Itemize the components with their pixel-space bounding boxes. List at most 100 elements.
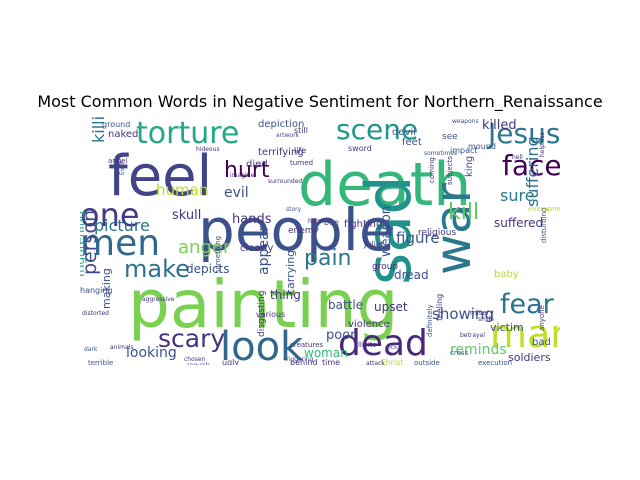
word-looking: looking [126, 345, 177, 361]
word-jesus: Jesus [486, 117, 560, 150]
word-devil: devil [392, 127, 416, 138]
word-mound: mound [468, 142, 496, 151]
word-story: story [286, 206, 302, 213]
word-dead: dead [338, 323, 428, 364]
word-picture: picture [94, 216, 150, 235]
word-something: something [214, 236, 222, 273]
word-torture: torture [136, 116, 239, 151]
word-sword: sword [348, 144, 372, 153]
word-group: group [372, 262, 398, 272]
word-hands: hands [232, 212, 272, 227]
word-harmful: harmful [308, 218, 332, 225]
word-coming: coming [428, 157, 436, 183]
word-fighting: fighting [344, 219, 382, 230]
word-dark: dark [84, 346, 98, 353]
word-hell: hell [512, 154, 523, 161]
word-time: time [322, 358, 340, 365]
word-look: look [220, 324, 304, 365]
word-impact: impact [450, 146, 478, 155]
word-one: one [80, 196, 140, 234]
word-subjects: subjects [446, 156, 454, 185]
word-make: make [124, 255, 190, 283]
word-suffering: suffering [523, 136, 542, 207]
word-killed: killed [482, 118, 517, 133]
word-disgusting: disgusting [257, 291, 267, 337]
word-creatures: creatures [290, 341, 323, 349]
word-woman: woman [304, 346, 348, 360]
word-naked: naked [108, 129, 138, 140]
word-killing: killing [89, 115, 108, 143]
word-pain: pain [304, 246, 352, 271]
word-chosen: chosen [184, 356, 206, 363]
word-fear: fear [500, 289, 555, 320]
word-painting: painting [128, 266, 398, 343]
word-execution: execution [478, 359, 512, 365]
word-anyone: anyone [538, 305, 546, 331]
word-people: people [198, 196, 395, 264]
word-hideous: hideous [196, 146, 220, 153]
word-upset: upset [374, 300, 408, 314]
word-outside: outside [414, 359, 440, 365]
word-scary: scary [158, 324, 225, 353]
word-see: see [442, 132, 458, 142]
word-clearly: clearly [240, 243, 273, 254]
word-feet: feet [402, 137, 422, 148]
word-surrounded: surrounded [268, 178, 302, 185]
word-enemy: enemy [288, 226, 320, 236]
word-sick: sick [386, 344, 398, 351]
word-juliet: Juliet [363, 240, 384, 249]
word-king: king [464, 156, 475, 177]
word-thing: thing [270, 288, 301, 302]
word-evil: evil [224, 185, 249, 201]
word-helpless: helpless [539, 132, 546, 157]
word-soldiers: soldiers [508, 351, 551, 364]
word-violence: violence [348, 319, 390, 330]
word-even: Even [119, 160, 126, 175]
word-feel: feel [108, 144, 212, 209]
word-person: person [80, 210, 101, 275]
word-appear: appear [256, 225, 272, 275]
word-animals: animals [110, 344, 133, 351]
word-scene: scene [336, 115, 418, 146]
word-died: died [246, 159, 268, 170]
word-showing: showing [432, 305, 494, 323]
word-making: making [100, 268, 113, 309]
word-terrifying: terrifying [258, 147, 304, 158]
word-carrying: carrying [284, 250, 297, 295]
word-triggering: triggering [284, 356, 314, 363]
word-religious: religious [418, 228, 456, 238]
word-betrayal: betrayal [460, 332, 485, 339]
word-suffered: suffered [494, 216, 543, 230]
word-aggressive: aggressive [142, 296, 175, 303]
word-war: war [424, 182, 482, 275]
word-death: death [298, 150, 471, 220]
word-dread: dread [394, 268, 429, 282]
word-terrible: terrible [88, 359, 113, 365]
word-anger: anger [178, 237, 231, 258]
word-sometimes: sometimes [424, 150, 457, 157]
word-bee: bee [324, 218, 339, 227]
word-skull: skull [172, 208, 201, 223]
word-behind: behind [290, 358, 317, 365]
word-weapon: weapon [379, 206, 394, 257]
word-ugly: ugly [222, 358, 239, 365]
word-hurt: hurt [224, 158, 270, 183]
word-hanging: hanging [80, 286, 113, 295]
word-men: men [80, 223, 160, 264]
word-anguish: anguish [186, 362, 210, 365]
word-illicits: illicits [356, 341, 376, 349]
word-attack: attack [366, 360, 385, 365]
word-distorted: distorted [82, 310, 109, 317]
word-misery: misery [470, 309, 494, 317]
word-various: various [256, 310, 285, 319]
word-ground: ground [102, 120, 130, 129]
word-kill: kill [448, 200, 479, 225]
word-poor: poor [326, 328, 356, 343]
word-cross: cross [450, 349, 469, 357]
word-battle: battle [328, 298, 363, 312]
word-depiction: depiction [258, 119, 304, 130]
word-life: life [294, 146, 306, 155]
word-depicts: depicts [186, 262, 230, 276]
